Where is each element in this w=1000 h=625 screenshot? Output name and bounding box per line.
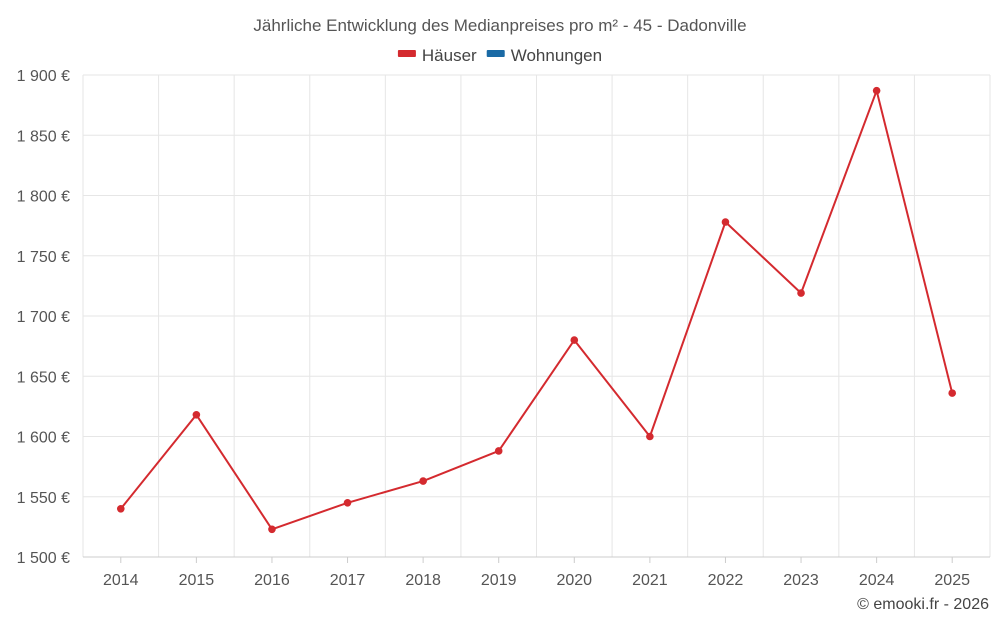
y-tick-label: 1 600 €: [17, 430, 70, 447]
x-tick-label: 2020: [556, 572, 592, 589]
legend-item: Wohnungen: [486, 46, 602, 65]
series-layer: [116, 86, 957, 534]
data-point: [570, 336, 579, 344]
x-tick-label: 2023: [783, 572, 819, 589]
data-point: [948, 389, 957, 397]
data-point: [872, 86, 881, 95]
data-point: [721, 218, 730, 226]
x-tick-label: 2018: [405, 572, 441, 589]
x-tick-label: 2016: [254, 572, 290, 589]
x-tick-label: 2017: [330, 572, 366, 589]
legend-swatch: [397, 50, 416, 57]
data-point: [116, 505, 125, 513]
y-tick-label: 1 500 €: [17, 550, 70, 567]
legend-swatch: [486, 50, 505, 57]
y-tick-label: 1 750 €: [17, 249, 70, 266]
legend-label: Wohnungen: [511, 46, 602, 65]
y-tick-label: 1 800 €: [17, 189, 70, 206]
y-axis-ticks: 1 500 € 1 550 € 1 600 € 1 650 € 1 700 € 1 750…: [17, 68, 70, 567]
y-tick-label: 1 550 €: [17, 490, 70, 507]
legend: Häuser Wohnungen: [397, 46, 602, 65]
x-tick-label: 2021: [632, 572, 668, 589]
y-tick-label: 1 900 €: [17, 68, 70, 85]
data-point: [646, 432, 654, 441]
series-line-häuser: [120, 89, 954, 531]
x-tick-label: 2024: [859, 572, 895, 589]
y-tick-label: 1 650 €: [17, 369, 70, 386]
y-tick-label: 1 700 €: [17, 309, 70, 326]
legend-label: Häuser: [422, 46, 477, 65]
x-tick-label: 2014: [103, 572, 139, 589]
x-tick-label: 2015: [179, 572, 215, 589]
legend-item: Häuser: [397, 46, 477, 65]
x-tick-label: 2019: [481, 572, 517, 589]
data-point: [419, 477, 427, 485]
y-tick-label: 1 850 €: [17, 128, 70, 145]
data-point: [268, 525, 276, 534]
credit-text: © emooki.fr - 2026: [857, 596, 989, 613]
data-point: [494, 447, 503, 455]
x-tick-label: 2025: [934, 572, 970, 589]
data-point: [343, 498, 352, 507]
x-tick-label: 2022: [708, 572, 744, 589]
data-point: [797, 289, 805, 297]
x-axis-ticks: 2014 2015 2016 2017 2018 2019 2020 2021 2022 2023…: [103, 557, 970, 589]
chart-title: Jährliche Entwicklung des Medianpreises …: [253, 16, 746, 35]
data-point: [192, 411, 201, 419]
grid: [82, 74, 991, 558]
